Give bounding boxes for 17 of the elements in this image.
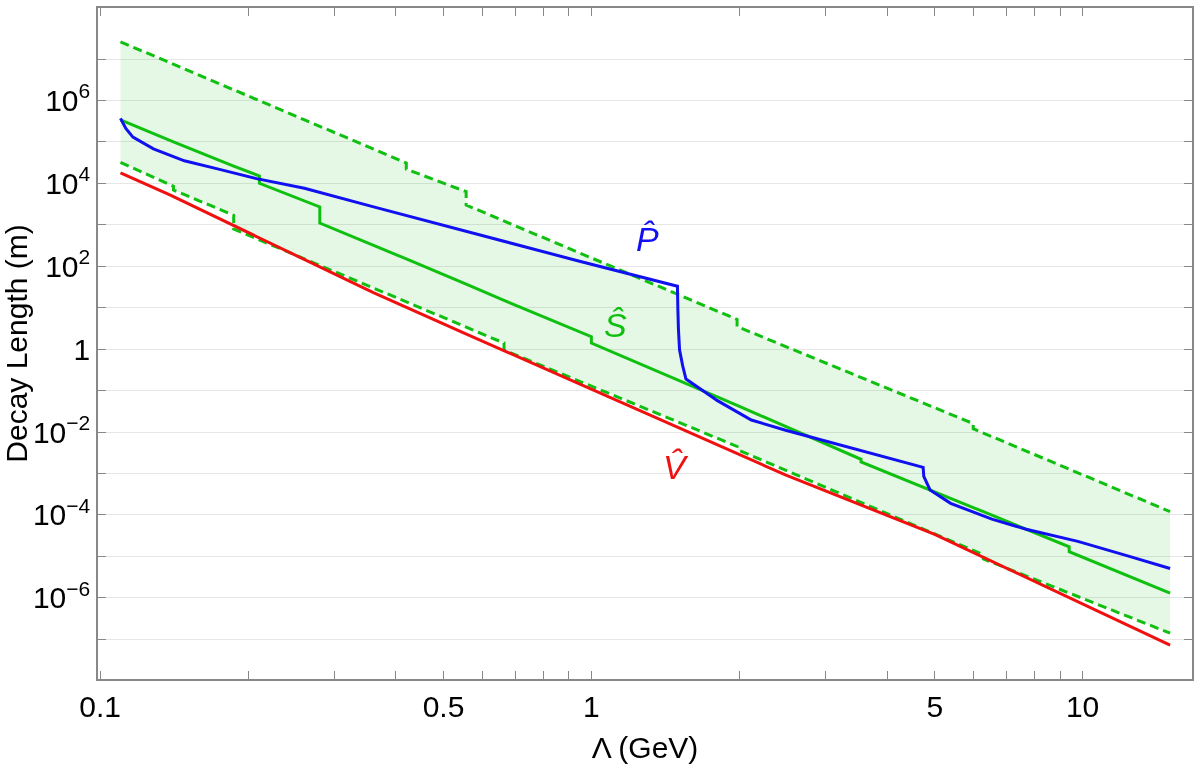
- y-tick-label: 10$^{2}$: [45, 245, 91, 283]
- x-tick-label: 0.1: [79, 689, 121, 723]
- y-axis-title: Decay Length (m): [0, 224, 33, 463]
- x-tick-label: 5: [926, 689, 944, 723]
- y-tick-label: 10$^{−4}$: [32, 493, 91, 532]
- series-label: P̂: [636, 220, 659, 258]
- y-tick-label: 10$^{4}$: [45, 162, 91, 200]
- series-label: Ŝ: [604, 306, 627, 344]
- x-tick-label: 0.5: [422, 689, 465, 723]
- y-tick-label: 10$^{−6}$: [32, 576, 91, 615]
- y-tick-label: 10$^{6}$: [45, 79, 91, 117]
- x-tick-label: 1: [583, 689, 600, 723]
- x-tick-label: 10: [1065, 689, 1100, 723]
- x-axis-title: Λ (GeV): [591, 730, 699, 764]
- y-tick-label: 1: [73, 332, 91, 366]
- series-label: V̂: [663, 448, 689, 486]
- y-tick-label: 10$^{−2}$: [32, 410, 91, 449]
